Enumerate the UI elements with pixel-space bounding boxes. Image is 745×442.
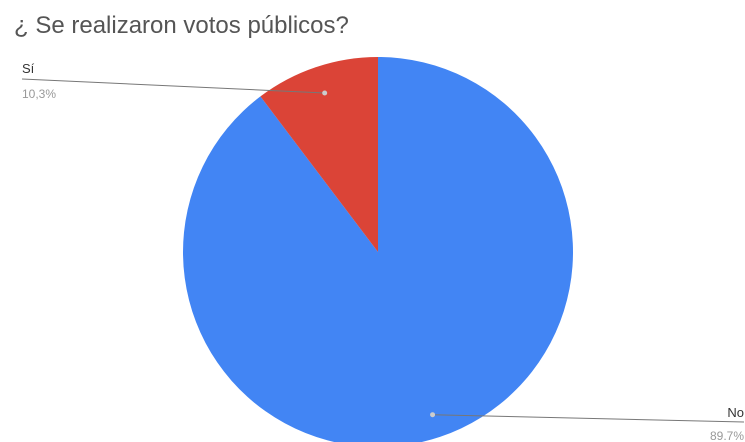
slice-labels: Sí 10,3% No 89.7%: [22, 61, 744, 442]
pie-slice-si: [260, 57, 378, 252]
slice-label-si: Sí: [22, 61, 35, 76]
leader-line-no: [432, 414, 745, 423]
slice-percent-no: 89.7%: [710, 429, 744, 442]
chart-title: ¿ Se realizaron votos públicos?: [14, 12, 349, 39]
slice-percent-si: 10,3%: [22, 87, 56, 101]
pie-slices: [183, 57, 573, 442]
leader-dot-no: [430, 412, 436, 418]
leader-line-si: [21, 78, 325, 94]
leader-dot-si: [322, 90, 328, 96]
slice-label-no: No: [727, 405, 744, 420]
leader-lines: [21, 78, 745, 423]
pie-slice-no: [183, 57, 573, 442]
